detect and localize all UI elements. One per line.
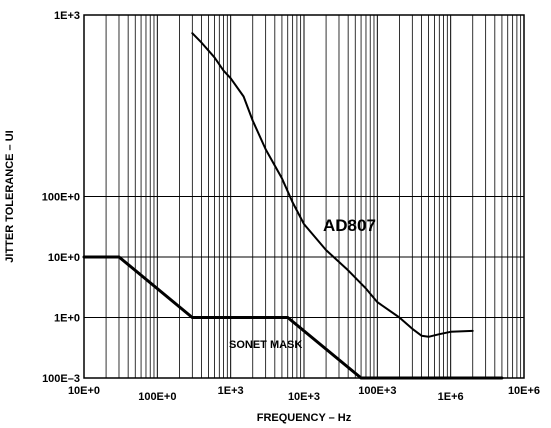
ad807-label: AD807 xyxy=(323,216,376,235)
x-tick-label: 10E+0 xyxy=(68,385,100,397)
x-tick-label: 100E+0 xyxy=(138,391,176,403)
y-tick-labels: 100E–3 1E+0 10E+0 100E+0 1E+3 xyxy=(42,10,80,385)
x-tick-label: 100E+3 xyxy=(358,385,396,397)
plot-frame xyxy=(83,14,525,379)
major-gridlines xyxy=(84,15,524,378)
y-axis-title: JITTER TOLERANCE – UI xyxy=(4,130,16,262)
sonet-mask-line xyxy=(82,255,504,380)
y-tick-label: 10E+0 xyxy=(48,252,80,264)
x-tick-label: 10E+3 xyxy=(288,391,320,403)
ad807-curve xyxy=(191,32,474,338)
x-tick-label: 1E+3 xyxy=(218,385,244,397)
y-tick-label: 1E+3 xyxy=(54,10,80,22)
sonet-mask-label: SONET MASK xyxy=(229,339,302,351)
y-tick-label: 100E+0 xyxy=(42,192,80,204)
x-tick-label: 1E+6 xyxy=(438,391,464,403)
series-layer xyxy=(82,32,504,380)
x-tick-labels: 10E+0 100E+0 1E+3 10E+3 100E+3 1E+6 10E+6 xyxy=(68,385,540,403)
x-axis-title: FREQUENCY – Hz xyxy=(257,412,352,424)
x-tick-label: 10E+6 xyxy=(508,385,540,397)
y-tick-label: 1E+0 xyxy=(54,313,80,325)
y-tick-label: 100E–3 xyxy=(42,373,80,385)
